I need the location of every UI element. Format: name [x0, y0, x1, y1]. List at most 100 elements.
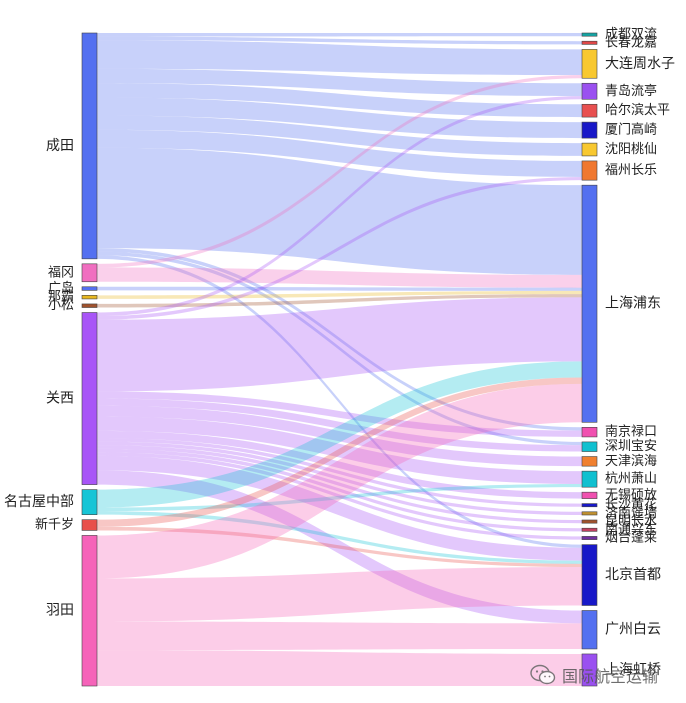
sankey-node-label: 新千岁 — [35, 517, 74, 533]
sankey-node — [581, 544, 598, 606]
sankey-node — [581, 49, 598, 79]
sankey-link — [97, 383, 582, 579]
sankey-node — [581, 653, 598, 687]
sankey-node-label: 南京禄口 — [605, 424, 657, 440]
sankey-link — [97, 255, 582, 548]
sankey-node-label: 杭州萧山 — [605, 472, 657, 487]
sankey-link — [97, 377, 582, 527]
sankey-link — [97, 251, 582, 446]
sankey-node-label: 成田 — [46, 138, 74, 154]
sankey-node-label: 名古屋中部 — [4, 494, 74, 510]
sankey-node-label: 广岛 — [48, 280, 74, 296]
sankey-node-label: 厦门高崎 — [605, 122, 657, 138]
sankey-link — [97, 430, 582, 499]
sankey-link — [97, 391, 582, 437]
sankey-node — [581, 121, 598, 139]
sankey-node — [81, 535, 98, 687]
sankey-link — [97, 441, 582, 515]
sankey-node-label: 烟台蓬莱 — [605, 531, 657, 546]
sankey-node — [81, 312, 98, 485]
sankey-link — [97, 297, 582, 392]
sankey-link — [97, 650, 582, 686]
sankey-node-label: 福州长乐 — [605, 163, 657, 178]
sankey-link — [97, 455, 582, 561]
sankey-node — [581, 519, 598, 524]
sankey-node-label: 济南遥墙 — [605, 505, 657, 521]
sankey-links — [97, 33, 582, 686]
sankey-node — [81, 295, 98, 300]
sankey-node — [581, 491, 598, 499]
sankey-link — [97, 483, 582, 512]
sankey-link — [97, 286, 582, 291]
sankey-link — [97, 290, 582, 299]
sankey-node — [581, 503, 598, 508]
sankey-link — [97, 448, 582, 532]
sankey-link — [97, 75, 582, 268]
sankey-node — [581, 32, 598, 37]
sankey-link — [97, 248, 582, 431]
sankey-link — [97, 36, 582, 45]
sankey-node-label: 上海浦东 — [605, 296, 661, 312]
sankey-node-label: 无锡硕放 — [605, 488, 657, 503]
sankey-node-label: 福冈 — [48, 265, 74, 280]
sankey-node — [81, 303, 98, 308]
sankey-link — [97, 176, 582, 320]
sankey-link — [97, 437, 582, 507]
sankey-node-label: 成都双流 — [605, 27, 657, 42]
sankey-node-label: 那霸 — [48, 290, 74, 305]
sankey-link — [97, 398, 582, 452]
sankey-node-label: 大连周水子 — [605, 56, 675, 72]
sankey-node-label: 深圳宝安 — [605, 439, 657, 454]
sankey-node — [581, 40, 598, 45]
sankey-link — [97, 567, 582, 622]
sankey-node-label: 沈阳桃仙 — [605, 142, 657, 157]
sankey-node — [581, 441, 598, 452]
sankey-link — [97, 115, 582, 156]
sankey-link — [97, 511, 582, 564]
sankey-link — [97, 621, 582, 651]
sankey-link — [97, 470, 582, 624]
sankey-node — [581, 470, 598, 488]
sankey-link — [97, 96, 582, 317]
wechat-logo-icon — [530, 664, 556, 685]
sankey-node-label: 小松 — [48, 298, 74, 313]
sankey-node — [81, 32, 98, 260]
sankey-node — [81, 489, 98, 515]
sankey-link — [97, 452, 582, 540]
watermark-text: 国际航空运输 — [562, 667, 659, 686]
sankey-link — [97, 267, 582, 288]
sankey-node-label: 哈尔滨太平 — [605, 102, 670, 118]
watermark: 国际航空运输 — [530, 663, 658, 687]
sankey-link — [97, 33, 582, 37]
sankey-node-label: 南通兴东 — [605, 521, 657, 537]
sankey-link — [97, 68, 582, 97]
sankey-nodes — [81, 32, 598, 687]
sankey-node — [581, 427, 598, 438]
sankey-link — [97, 83, 582, 118]
sankey-node-label: 长春龙嘉 — [605, 35, 657, 50]
sankey-node-label: 羽田 — [46, 603, 74, 619]
sankey-node-label: 广州白云 — [605, 622, 661, 638]
sankey-node — [581, 527, 598, 532]
sankey-node-label: 昆明长水 — [605, 514, 657, 529]
sankey-link — [97, 445, 582, 524]
sankey-node — [581, 456, 598, 467]
sankey-node — [581, 511, 598, 516]
sankey-node — [581, 82, 598, 100]
sankey-link — [97, 40, 582, 76]
sankey-node — [581, 610, 598, 650]
sankey-node-label: 长沙黄花 — [605, 497, 657, 513]
sankey-node — [81, 519, 98, 531]
sankey-link — [97, 416, 582, 484]
sankey-node — [581, 536, 598, 540]
sankey-node — [81, 286, 98, 291]
sankey-link — [97, 361, 582, 508]
sankey-link — [97, 129, 582, 177]
sankey-node — [581, 184, 598, 423]
sankey-link — [97, 97, 582, 139]
sankey-node-label: 天津滨海 — [605, 453, 657, 469]
sankey-link — [97, 526, 582, 568]
sankey-node — [81, 263, 98, 283]
